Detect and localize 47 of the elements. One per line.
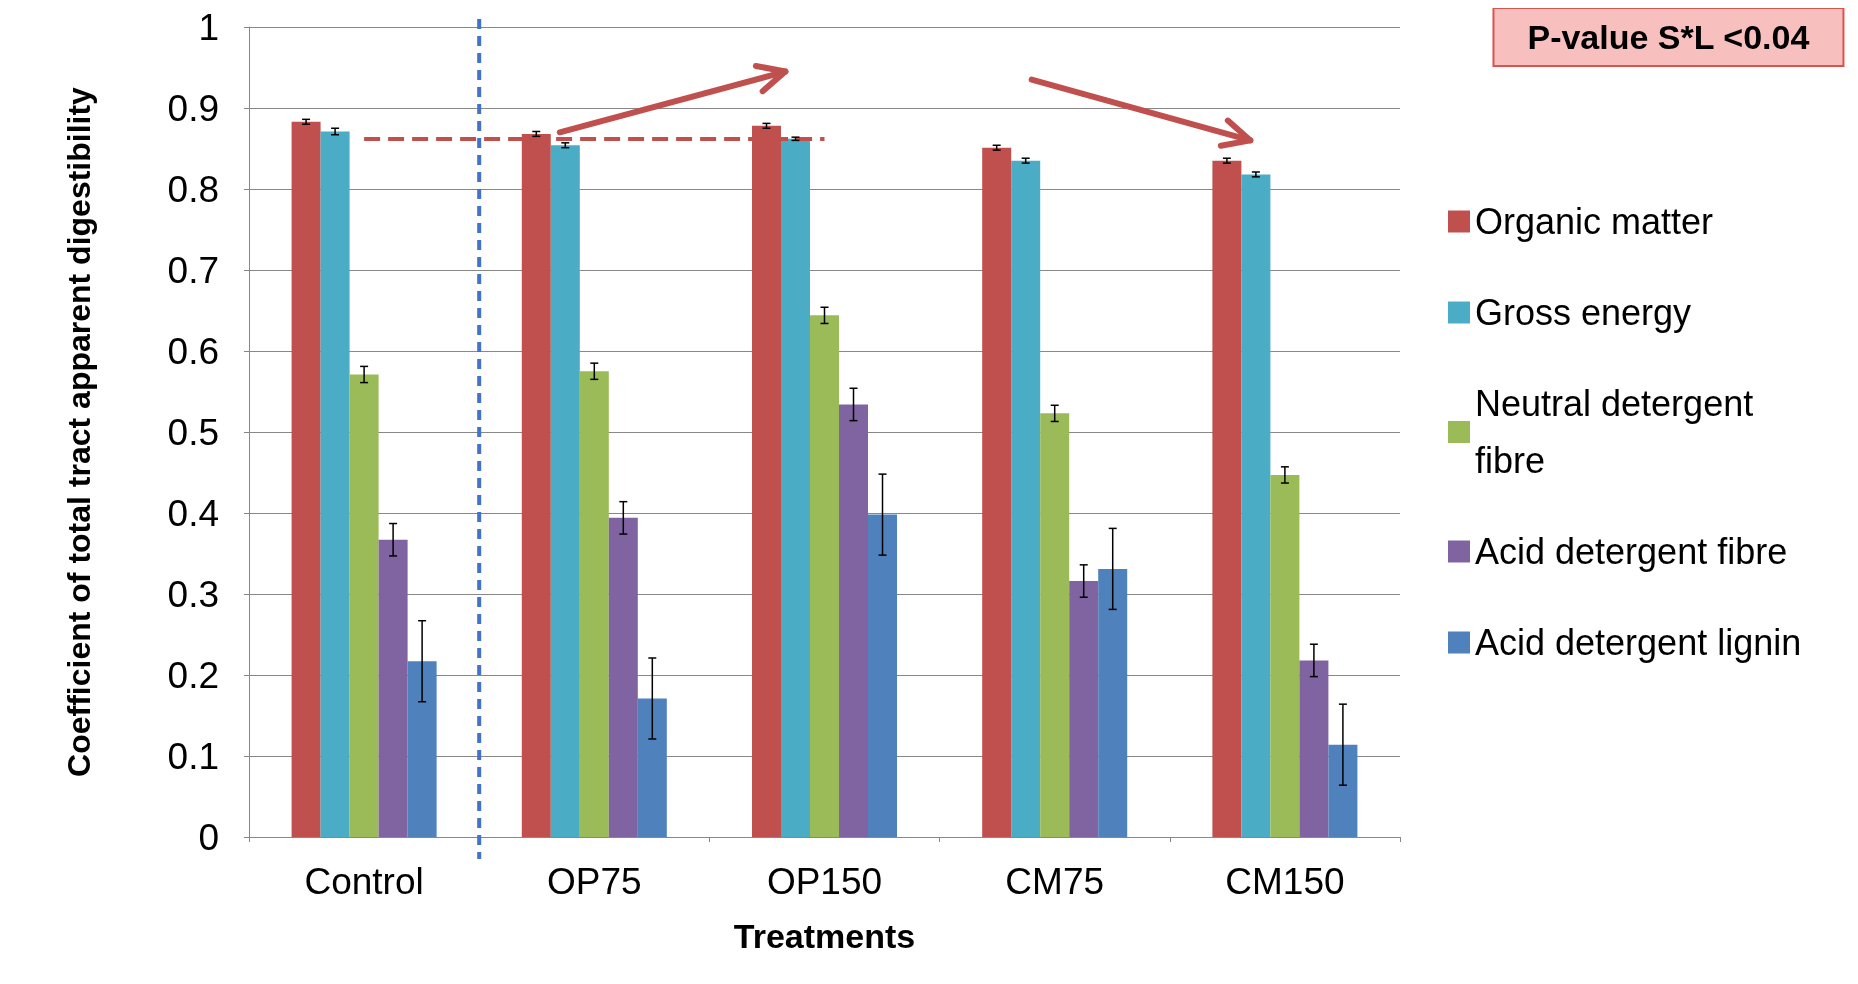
bar xyxy=(1328,744,1358,837)
bar xyxy=(1011,160,1041,837)
bar xyxy=(1270,474,1300,837)
bar xyxy=(291,121,321,837)
bar xyxy=(1241,174,1271,837)
bar xyxy=(550,145,580,837)
legend-label: Acid detergent lignin xyxy=(1475,622,1802,663)
text: P-value S*L <0.04 xyxy=(1527,18,1810,56)
y-tick-label: 0.8 xyxy=(167,168,219,210)
bar xyxy=(579,371,609,837)
y-tick-label: 0.4 xyxy=(167,492,219,534)
x-tick-label: CM75 xyxy=(1005,861,1105,902)
bar xyxy=(839,404,869,837)
bar xyxy=(1098,568,1128,837)
y-tick-label: 0 xyxy=(198,816,219,858)
legend-label: Neutral detergent fibre xyxy=(1475,383,1764,481)
bar xyxy=(378,539,408,837)
y-tick-label: 0.2 xyxy=(167,654,219,696)
y-tick-label: 1 xyxy=(198,6,219,48)
x-tick-label: Control xyxy=(304,861,424,902)
y-axis-title: Coefficient of total tract apparent digestibility xyxy=(61,86,97,777)
bar xyxy=(780,138,810,837)
y-tick-label: 0.7 xyxy=(167,249,219,291)
y-tick-label: 0.5 xyxy=(167,411,219,453)
y-tick-label: 0.6 xyxy=(167,330,219,372)
bar xyxy=(1069,581,1099,837)
bar xyxy=(320,131,350,837)
y-tick-label: 0.9 xyxy=(167,87,219,129)
y-tick-label: 0.3 xyxy=(167,573,219,615)
x-tick-label: OP75 xyxy=(546,861,642,902)
bar xyxy=(407,661,437,837)
bar xyxy=(1040,413,1070,837)
x-tick-label: CM150 xyxy=(1225,861,1345,902)
y-tick-label: 0.1 xyxy=(167,735,219,777)
x-tick-label: OP150 xyxy=(766,861,883,902)
bar xyxy=(637,698,667,837)
bar xyxy=(982,147,1012,837)
bar xyxy=(1212,160,1242,837)
bar xyxy=(810,315,839,837)
legend-label: Acid detergent fibre xyxy=(1475,531,1788,572)
bar xyxy=(608,517,638,837)
legend-label: Organic matter xyxy=(1475,201,1714,242)
bar xyxy=(1299,660,1329,837)
x-axis-title: Treatments xyxy=(733,917,916,955)
legend-label: Gross energy xyxy=(1475,292,1692,333)
bar xyxy=(349,374,379,837)
bar xyxy=(868,514,898,837)
